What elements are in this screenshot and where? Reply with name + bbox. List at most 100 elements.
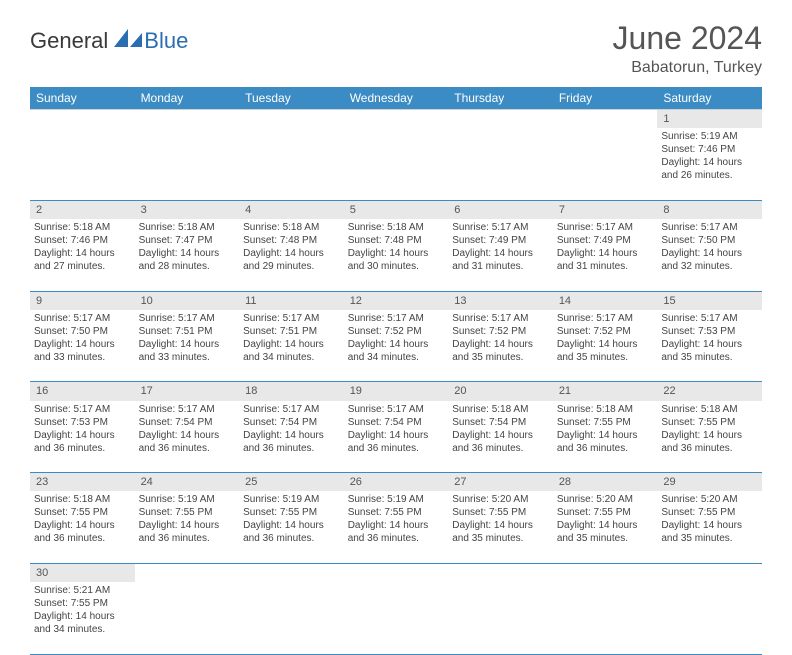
sunset-line: Sunset: 7:49 PM <box>452 234 549 247</box>
day-cell: Sunrise: 5:19 AMSunset: 7:46 PMDaylight:… <box>657 128 762 200</box>
day-number: 15 <box>657 291 762 310</box>
empty-cell <box>239 110 344 129</box>
location: Babatorun, Turkey <box>613 59 762 77</box>
logo: General Blue <box>30 28 188 54</box>
sunrise-line: Sunrise: 5:18 AM <box>243 221 340 234</box>
daylight-line: Daylight: 14 hours and 36 minutes. <box>243 519 340 545</box>
daylight-line: Daylight: 14 hours and 33 minutes. <box>139 338 236 364</box>
sunset-line: Sunset: 7:46 PM <box>661 143 758 156</box>
sunset-line: Sunset: 7:54 PM <box>243 416 340 429</box>
day-cell: Sunrise: 5:17 AMSunset: 7:54 PMDaylight:… <box>344 401 449 473</box>
sunset-line: Sunset: 7:55 PM <box>34 597 131 610</box>
empty-cell <box>30 128 135 200</box>
day-number: 25 <box>239 473 344 492</box>
day-cell: Sunrise: 5:20 AMSunset: 7:55 PMDaylight:… <box>553 491 658 563</box>
empty-cell <box>553 563 658 582</box>
sunrise-line: Sunrise: 5:20 AM <box>661 493 758 506</box>
daylight-line: Daylight: 14 hours and 36 minutes. <box>452 429 549 455</box>
daylight-line: Daylight: 14 hours and 35 minutes. <box>661 519 758 545</box>
empty-cell <box>344 563 449 582</box>
day-number: 18 <box>239 382 344 401</box>
day-number: 21 <box>553 382 658 401</box>
day-cell: Sunrise: 5:18 AMSunset: 7:55 PMDaylight:… <box>657 401 762 473</box>
day-number: 5 <box>344 200 449 219</box>
empty-cell <box>344 582 449 654</box>
day-cell: Sunrise: 5:18 AMSunset: 7:48 PMDaylight:… <box>344 219 449 291</box>
daynum-row: 16171819202122 <box>30 382 762 401</box>
sunrise-line: Sunrise: 5:17 AM <box>348 312 445 325</box>
day-cell: Sunrise: 5:18 AMSunset: 7:47 PMDaylight:… <box>135 219 240 291</box>
day-number: 29 <box>657 473 762 492</box>
daylight-line: Daylight: 14 hours and 36 minutes. <box>139 429 236 455</box>
sunrise-line: Sunrise: 5:17 AM <box>243 403 340 416</box>
weekday-header: Monday <box>135 87 240 110</box>
sunset-line: Sunset: 7:52 PM <box>348 325 445 338</box>
day-number: 22 <box>657 382 762 401</box>
header: General Blue June 2024 Babatorun, Turkey <box>30 20 762 77</box>
day-cell: Sunrise: 5:17 AMSunset: 7:52 PMDaylight:… <box>553 310 658 382</box>
day-cell: Sunrise: 5:18 AMSunset: 7:54 PMDaylight:… <box>448 401 553 473</box>
sunset-line: Sunset: 7:51 PM <box>243 325 340 338</box>
day-number: 2 <box>30 200 135 219</box>
title-block: June 2024 Babatorun, Turkey <box>613 20 762 77</box>
detail-row: Sunrise: 5:18 AMSunset: 7:55 PMDaylight:… <box>30 491 762 563</box>
day-cell: Sunrise: 5:17 AMSunset: 7:54 PMDaylight:… <box>135 401 240 473</box>
weekday-header: Sunday <box>30 87 135 110</box>
daylight-line: Daylight: 14 hours and 35 minutes. <box>452 338 549 364</box>
day-number: 24 <box>135 473 240 492</box>
sunset-line: Sunset: 7:50 PM <box>661 234 758 247</box>
day-number: 10 <box>135 291 240 310</box>
day-number: 28 <box>553 473 658 492</box>
month-title: June 2024 <box>613 20 762 57</box>
weekday-header: Friday <box>553 87 658 110</box>
sunrise-line: Sunrise: 5:17 AM <box>348 403 445 416</box>
sunset-line: Sunset: 7:54 PM <box>452 416 549 429</box>
sunrise-line: Sunrise: 5:18 AM <box>557 403 654 416</box>
daylight-line: Daylight: 14 hours and 34 minutes. <box>243 338 340 364</box>
sunrise-line: Sunrise: 5:21 AM <box>34 584 131 597</box>
sunrise-line: Sunrise: 5:17 AM <box>661 221 758 234</box>
day-cell: Sunrise: 5:19 AMSunset: 7:55 PMDaylight:… <box>344 491 449 563</box>
daylight-line: Daylight: 14 hours and 35 minutes. <box>557 519 654 545</box>
day-cell: Sunrise: 5:18 AMSunset: 7:48 PMDaylight:… <box>239 219 344 291</box>
day-cell: Sunrise: 5:17 AMSunset: 7:53 PMDaylight:… <box>30 401 135 473</box>
daylight-line: Daylight: 14 hours and 34 minutes. <box>348 338 445 364</box>
day-cell: Sunrise: 5:17 AMSunset: 7:52 PMDaylight:… <box>344 310 449 382</box>
weekday-header: Wednesday <box>344 87 449 110</box>
empty-cell <box>657 582 762 654</box>
daylight-line: Daylight: 14 hours and 30 minutes. <box>348 247 445 273</box>
detail-row: Sunrise: 5:17 AMSunset: 7:50 PMDaylight:… <box>30 310 762 382</box>
empty-cell <box>553 110 658 129</box>
sunrise-line: Sunrise: 5:18 AM <box>34 221 131 234</box>
day-number: 7 <box>553 200 658 219</box>
empty-cell <box>135 128 240 200</box>
sunset-line: Sunset: 7:55 PM <box>661 416 758 429</box>
weekday-header: Tuesday <box>239 87 344 110</box>
sunset-line: Sunset: 7:55 PM <box>661 506 758 519</box>
sunset-line: Sunset: 7:47 PM <box>139 234 236 247</box>
sunrise-line: Sunrise: 5:17 AM <box>557 221 654 234</box>
daylight-line: Daylight: 14 hours and 26 minutes. <box>661 156 758 182</box>
sunset-line: Sunset: 7:55 PM <box>34 506 131 519</box>
daylight-line: Daylight: 14 hours and 36 minutes. <box>557 429 654 455</box>
sunset-line: Sunset: 7:49 PM <box>557 234 654 247</box>
empty-cell <box>448 110 553 129</box>
day-number: 17 <box>135 382 240 401</box>
day-number: 9 <box>30 291 135 310</box>
sunrise-line: Sunrise: 5:18 AM <box>661 403 758 416</box>
day-cell: Sunrise: 5:17 AMSunset: 7:50 PMDaylight:… <box>30 310 135 382</box>
sunset-line: Sunset: 7:46 PM <box>34 234 131 247</box>
empty-cell <box>448 128 553 200</box>
daylight-line: Daylight: 14 hours and 36 minutes. <box>34 519 131 545</box>
day-cell: Sunrise: 5:18 AMSunset: 7:55 PMDaylight:… <box>30 491 135 563</box>
day-cell: Sunrise: 5:17 AMSunset: 7:53 PMDaylight:… <box>657 310 762 382</box>
day-cell: Sunrise: 5:18 AMSunset: 7:46 PMDaylight:… <box>30 219 135 291</box>
day-cell: Sunrise: 5:17 AMSunset: 7:49 PMDaylight:… <box>448 219 553 291</box>
empty-cell <box>239 582 344 654</box>
daylight-line: Daylight: 14 hours and 35 minutes. <box>661 338 758 364</box>
sunrise-line: Sunrise: 5:17 AM <box>34 403 131 416</box>
day-cell: Sunrise: 5:21 AMSunset: 7:55 PMDaylight:… <box>30 582 135 654</box>
sunrise-line: Sunrise: 5:17 AM <box>452 221 549 234</box>
empty-cell <box>344 110 449 129</box>
daylight-line: Daylight: 14 hours and 28 minutes. <box>139 247 236 273</box>
